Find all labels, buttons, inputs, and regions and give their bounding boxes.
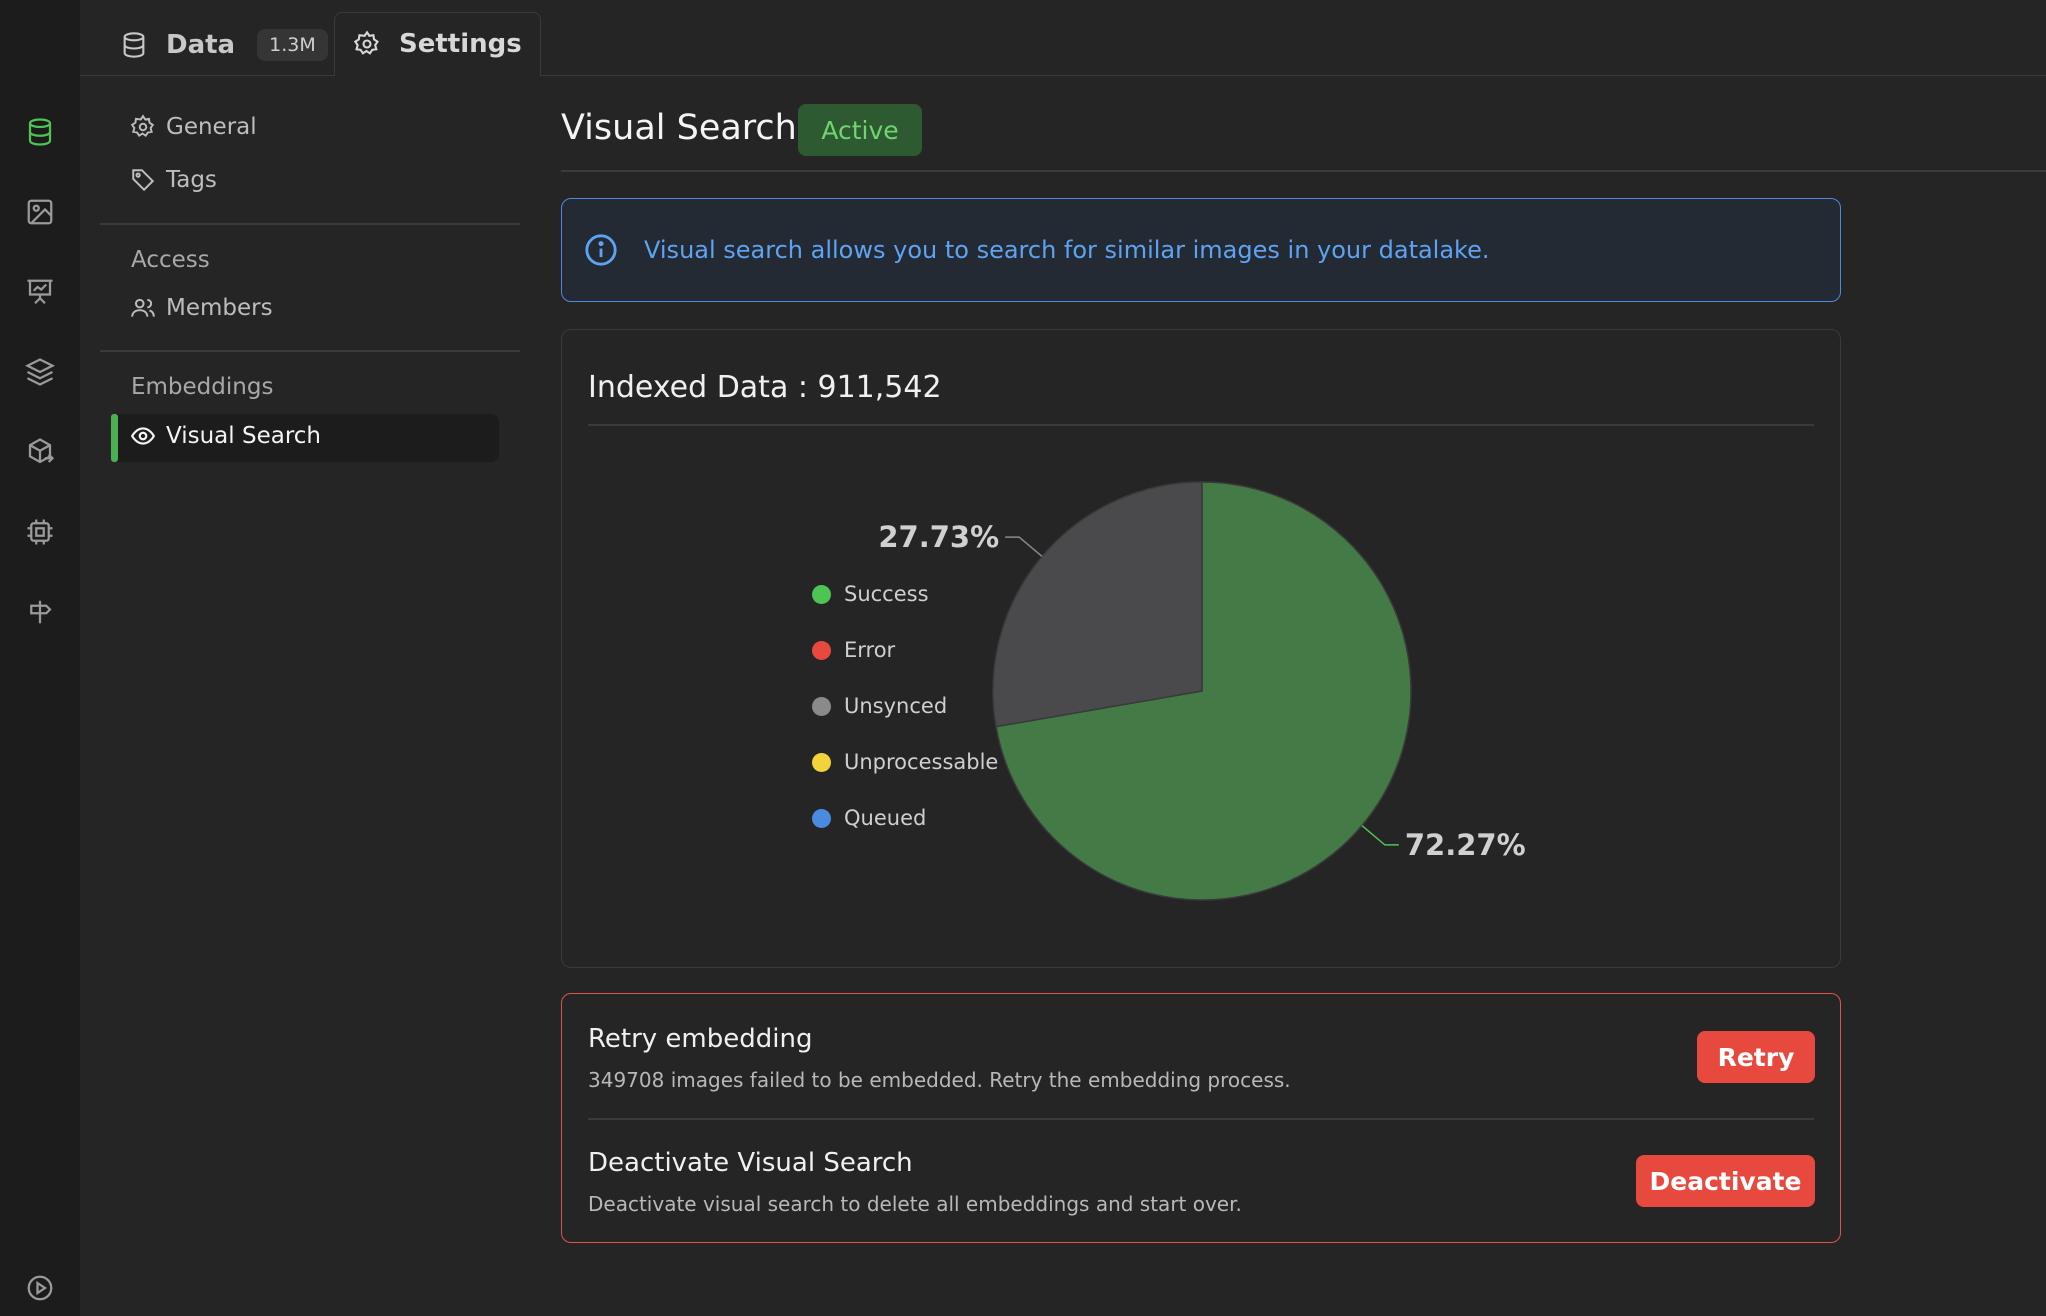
database-icon[interactable] <box>22 114 58 150</box>
nav-item-tags[interactable]: Tags <box>130 167 217 193</box>
danger-zone-card: Retry embedding 349708 images failed to … <box>561 993 1841 1243</box>
tag-icon <box>132 169 155 192</box>
legend-label: Unsynced <box>844 694 948 718</box>
pie-slice-success[interactable] <box>995 481 1412 901</box>
presentation-chart-icon[interactable] <box>22 274 58 310</box>
legend-label: Unprocessable <box>844 750 999 774</box>
nav-item-general[interactable]: General <box>130 114 257 140</box>
nav-divider <box>100 350 520 352</box>
legend-dot <box>812 808 831 828</box>
legend-item-unprocessable[interactable]: Unprocessable <box>812 734 998 790</box>
info-icon <box>585 234 617 266</box>
retry-button[interactable]: Retry <box>1697 1031 1815 1083</box>
nav-divider <box>100 223 520 225</box>
deactivate-button[interactable]: Deactivate <box>1636 1155 1815 1207</box>
pie-data-label: 27.73% <box>878 520 999 554</box>
icon-rail <box>0 0 80 1316</box>
legend-label: Success <box>844 582 929 606</box>
nav-active-indicator <box>111 414 118 462</box>
retry-description: 349708 images failed to be embedded. Ret… <box>588 1068 1291 1092</box>
info-text: Visual search allows you to search for s… <box>644 236 1490 264</box>
status-badge: Active <box>798 104 922 156</box>
signpost-icon[interactable] <box>22 594 58 630</box>
play-circle-icon[interactable] <box>22 1270 58 1306</box>
tab-data-label: Data <box>166 29 236 60</box>
eye-icon <box>130 427 156 445</box>
info-banner: Visual search allows you to search for s… <box>561 198 1841 302</box>
nav-item-general-label: General <box>166 114 257 140</box>
nav-section-embeddings: Embeddings <box>131 374 274 400</box>
legend-item-success[interactable]: Success <box>812 566 998 622</box>
nav-item-members-label: Members <box>166 295 273 321</box>
nav-item-members[interactable]: Members <box>130 295 273 321</box>
top-tab-bar: Data 1.3M Settings <box>80 0 2046 77</box>
legend-dot <box>812 696 831 716</box>
tab-data[interactable]: Data 1.3M <box>120 12 328 77</box>
indexed-data-card: Indexed Data : 911,542 72.27% 27.73% Succ… <box>561 329 1841 968</box>
legend-item-queued[interactable]: Queued <box>812 790 998 846</box>
indexed-data-label: Indexed Data : 911,542 <box>588 370 942 405</box>
danger-divider <box>588 1118 1814 1120</box>
database-icon <box>123 31 145 58</box>
pie-leader-line <box>1005 536 1043 557</box>
pie-chart: 72.27% 27.73% <box>878 481 1526 901</box>
chart-legend: Success Error Unsynced Unprocessable Queued <box>812 566 998 846</box>
nav-item-tags-label: Tags <box>166 167 217 193</box>
users-icon <box>131 298 155 317</box>
nav-item-visual-search-label: Visual Search <box>166 423 321 449</box>
data-count-badge: 1.3M <box>257 28 328 61</box>
legend-label: Error <box>844 638 896 662</box>
legend-dot <box>812 640 831 660</box>
nav-section-access: Access <box>131 247 210 273</box>
page-title: Visual Search <box>561 108 797 148</box>
tab-settings[interactable]: Settings <box>334 12 541 77</box>
card-divider <box>588 424 1814 426</box>
legend-dot <box>812 584 831 604</box>
nav-item-visual-search[interactable]: Visual Search <box>130 423 321 449</box>
deactivate-description: Deactivate visual search to delete all e… <box>588 1192 1242 1216</box>
pie-data-label: 72.27% <box>1405 828 1526 862</box>
package-export-icon[interactable] <box>22 434 58 470</box>
nav-active-highlight <box>111 414 499 462</box>
legend-dot <box>812 752 831 772</box>
image-icon[interactable] <box>22 194 58 230</box>
header-divider <box>561 170 2046 172</box>
pie-slice-unsynced[interactable] <box>992 481 1203 728</box>
tab-settings-label: Settings <box>399 29 522 59</box>
chip-icon[interactable] <box>22 514 58 550</box>
gear-icon <box>130 114 155 138</box>
retry-title: Retry embedding <box>588 1024 813 1054</box>
legend-item-error[interactable]: Error <box>812 622 998 678</box>
legend-item-unsynced[interactable]: Unsynced <box>812 678 998 734</box>
layers-icon[interactable] <box>22 354 58 390</box>
pie-leader-line <box>1361 825 1399 846</box>
legend-label: Queued <box>844 806 927 830</box>
deactivate-title: Deactivate Visual Search <box>588 1148 913 1178</box>
gear-icon <box>353 30 379 55</box>
